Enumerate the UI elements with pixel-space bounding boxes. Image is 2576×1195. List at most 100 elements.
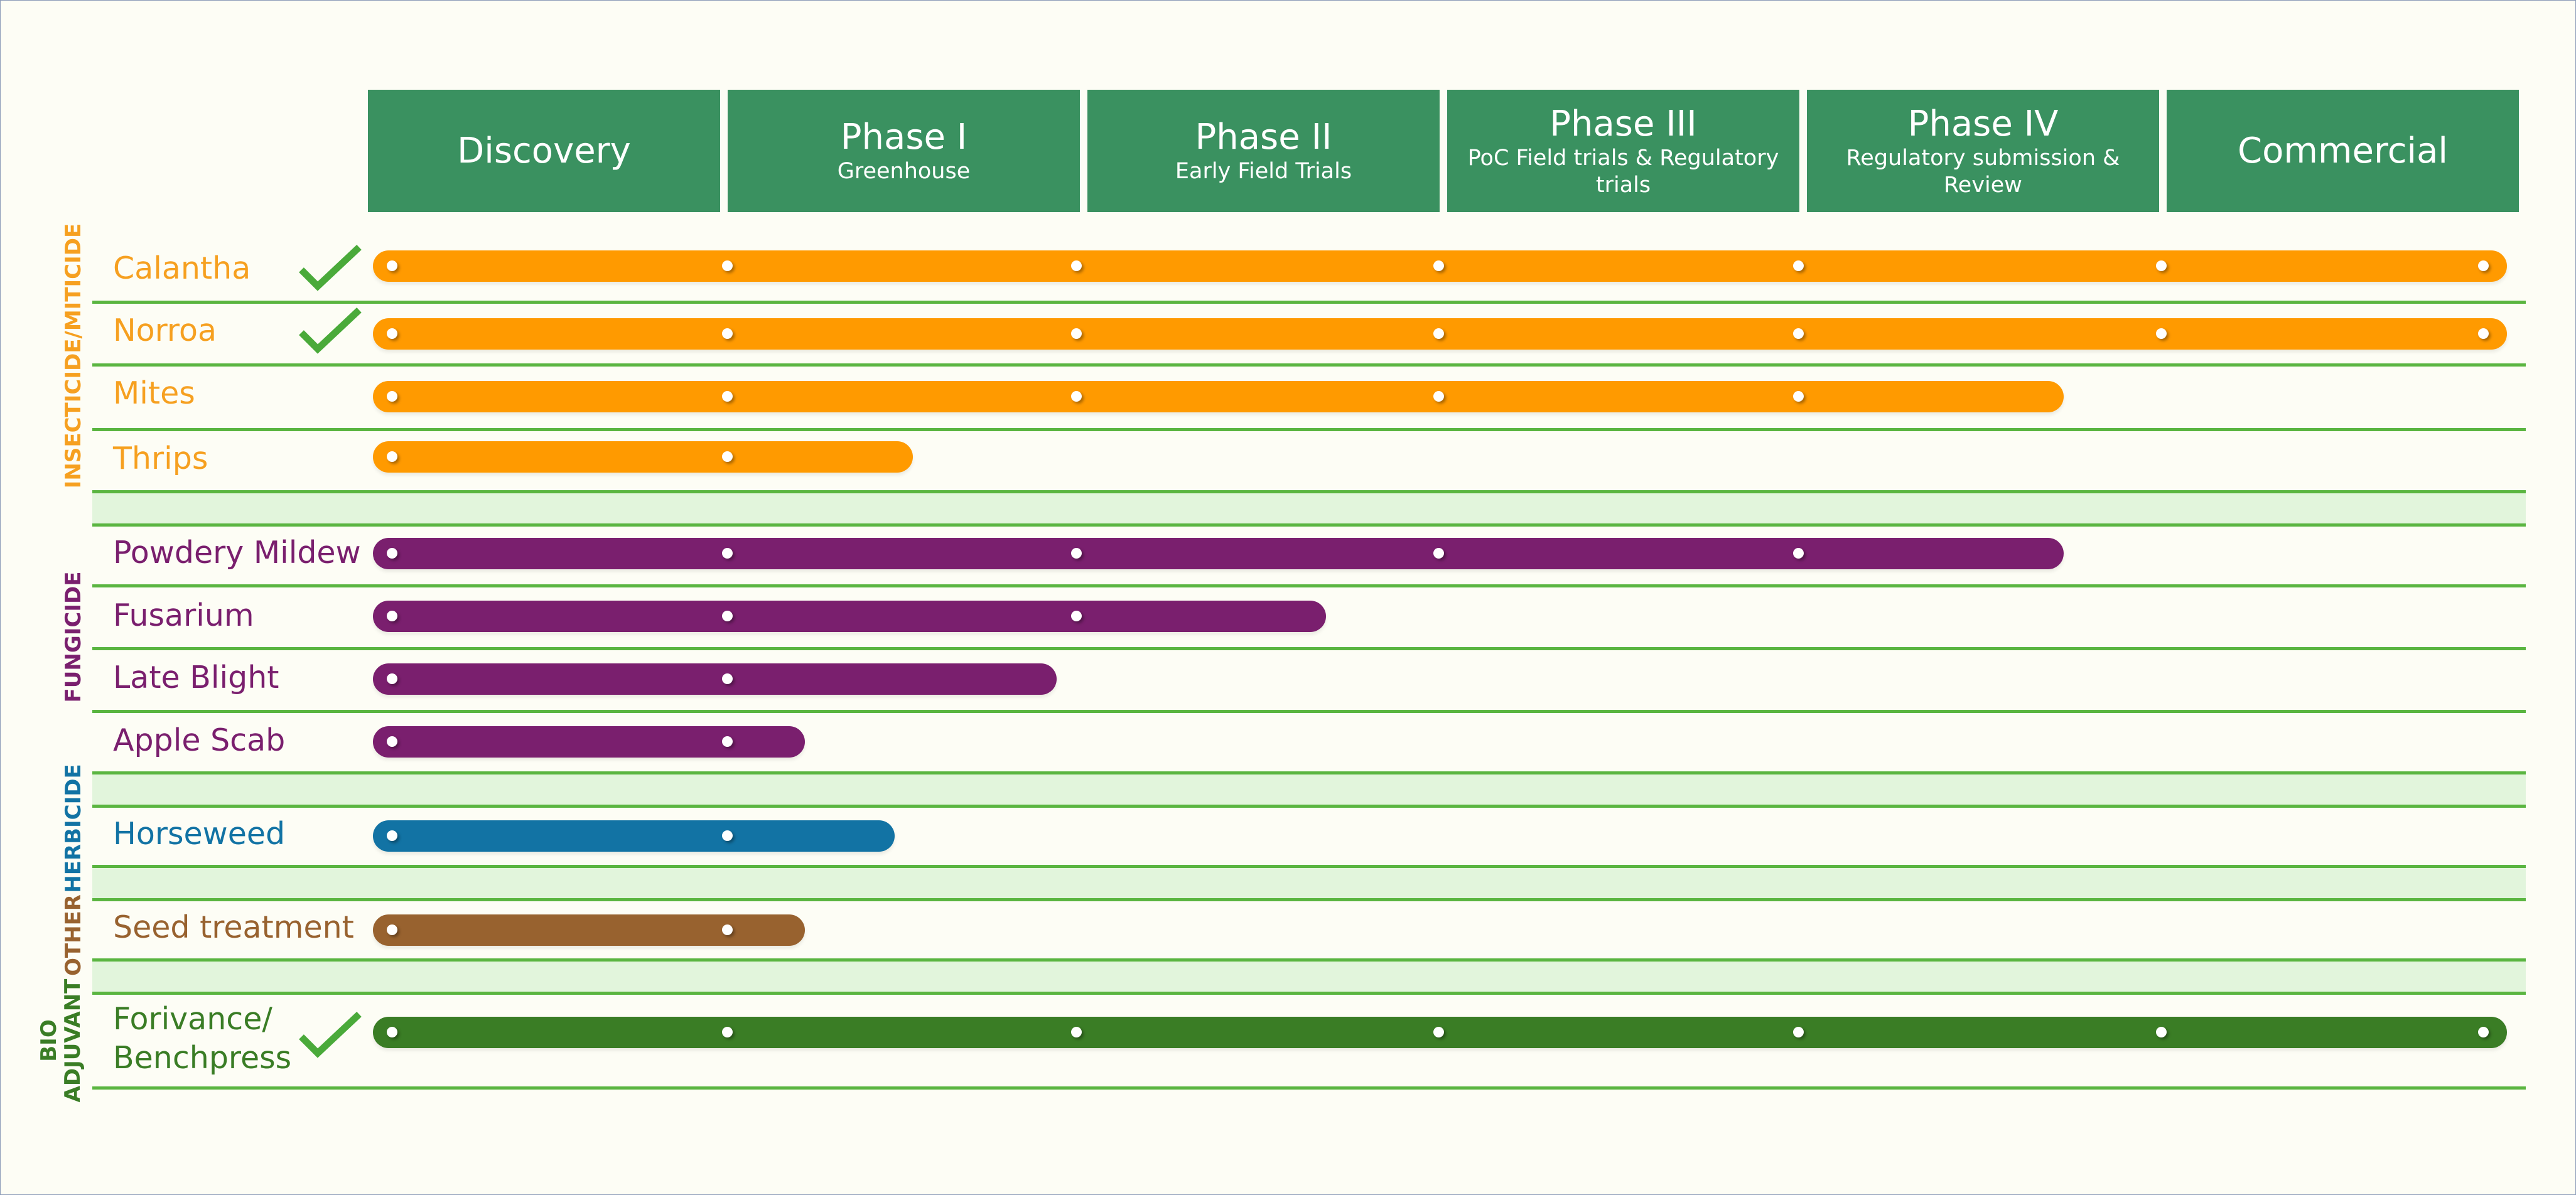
category-label-insecticide: INSECTICIDE/MITICIDE (61, 223, 86, 489)
progress-bar-calantha (373, 250, 2507, 282)
milestone-dot (2478, 1027, 2489, 1037)
section-spacer (92, 493, 2526, 523)
row-label-norroa: Norroa (113, 313, 217, 348)
milestone-dot (722, 328, 733, 339)
milestone-dot (387, 548, 397, 559)
progress-bar-forivance-benchpress (373, 1017, 2507, 1048)
milestone-dot (387, 736, 397, 747)
milestone-dot (387, 391, 397, 402)
row-label-fusarium: Fusarium (113, 598, 254, 633)
milestone-dot (1433, 260, 1444, 271)
milestone-dot (1433, 1027, 1444, 1037)
checkmark-icon (299, 1011, 362, 1058)
phase-title: Commercial (2238, 130, 2448, 171)
phase-header-phase-3: Phase III PoC Field trials & Regulatory … (1447, 90, 1799, 212)
milestone-dot (722, 391, 733, 402)
phase-title: Phase III (1549, 103, 1697, 144)
row-divider (92, 771, 2526, 774)
progress-bar-powdery-mildew (373, 538, 2064, 569)
row-label-horseweed: Horseweed (113, 816, 286, 852)
section-spacer (92, 774, 2526, 805)
phase-header-phase-4: Phase IV Regulatory submission & Review (1807, 90, 2159, 212)
milestone-dot (1433, 391, 1444, 402)
row-label-mites: Mites (113, 375, 195, 411)
milestone-dot (2478, 260, 2489, 271)
category-label-other: OTHER (61, 894, 86, 976)
category-label-bio-adjuvant: BIO ADJUVANT (36, 978, 85, 1103)
section-spacer (92, 868, 2526, 898)
milestone-dot (2156, 1027, 2167, 1037)
progress-bar-mites (373, 381, 2064, 412)
milestone-dot (722, 924, 733, 935)
row-divider (92, 647, 2526, 650)
milestone-dot (1071, 548, 1082, 559)
phase-title: Phase I (840, 117, 967, 158)
milestone-dot (387, 328, 397, 339)
row-label-thrips: Thrips (113, 441, 208, 476)
category-label-text: BIO ADJUVANT (36, 978, 85, 1103)
phase-title: Phase II (1195, 117, 1332, 158)
checkmark-icon (299, 307, 362, 354)
milestone-dot (722, 673, 733, 684)
row-divider (92, 363, 2526, 367)
milestone-dot (387, 451, 397, 462)
milestone-dot (1793, 391, 1804, 402)
milestone-dot (387, 260, 397, 271)
row-label-forivance-benchpress: Forivance/ Benchpress (113, 1001, 292, 1076)
phase-header-discovery: Discovery (368, 90, 720, 212)
row-divider (92, 584, 2526, 587)
milestone-dot (722, 451, 733, 462)
milestone-dot (387, 673, 397, 684)
row-divider (92, 428, 2526, 431)
row-divider (92, 490, 2526, 493)
milestone-dot (2478, 328, 2489, 339)
row-divider (92, 865, 2526, 868)
checkmark-icon (299, 244, 362, 291)
progress-bar-fusarium (373, 601, 1327, 632)
row-label-seed-treatment: Seed treatment (113, 909, 354, 945)
milestone-dot (387, 924, 397, 935)
milestone-dot (387, 830, 397, 841)
milestone-dot (722, 260, 733, 271)
phase-title: Discovery (457, 130, 631, 171)
milestone-dot (1433, 328, 1444, 339)
milestone-dot (1433, 548, 1444, 559)
row-label-late-blight: Late Blight (113, 660, 279, 695)
progress-bar-late-blight (373, 663, 1057, 695)
row-divider (92, 898, 2526, 901)
row-label-calantha: Calantha (113, 250, 251, 286)
milestone-dot (722, 1027, 733, 1037)
milestone-dot (1071, 260, 1082, 271)
milestone-dot (2156, 260, 2167, 271)
milestone-dot (722, 830, 733, 841)
milestone-dot (1071, 391, 1082, 402)
section-spacer (92, 962, 2526, 992)
milestone-dot (1793, 328, 1804, 339)
category-label-fungicide: FUNGICIDE (61, 571, 86, 703)
milestone-dot (1793, 260, 1804, 271)
row-label-powdery-mildew: Powdery Mildew (113, 535, 361, 571)
progress-bar-apple-scab (373, 726, 805, 758)
progress-bar-horseweed (373, 820, 895, 852)
row-label-apple-scab: Apple Scab (113, 722, 286, 758)
row-divider (92, 958, 2526, 962)
milestone-dot (387, 611, 397, 621)
phase-subtitle: Early Field Trials (1175, 159, 1352, 184)
milestone-dot (722, 736, 733, 747)
milestone-dot (387, 1027, 397, 1037)
phase-subtitle: PoC Field trials & Regulatory trials (1467, 145, 1779, 198)
phase-header-phase-2: Phase II Early Field Trials (1087, 90, 1440, 212)
row-divider (92, 523, 2526, 527)
phase-header-commercial: Commercial (2167, 90, 2519, 212)
row-divider (92, 805, 2526, 808)
progress-bar-norroa (373, 318, 2507, 350)
row-divider (92, 710, 2526, 713)
phase-subtitle: Regulatory submission & Review (1846, 145, 2120, 198)
category-label-herbicide: HERBICIDE (61, 764, 86, 893)
phase-subtitle: Greenhouse (837, 159, 971, 184)
milestone-dot (722, 611, 733, 621)
milestone-dot (722, 548, 733, 559)
row-divider (92, 301, 2526, 304)
phase-header-phase-1: Phase I Greenhouse (728, 90, 1080, 212)
phase-title: Phase IV (1907, 103, 2059, 144)
